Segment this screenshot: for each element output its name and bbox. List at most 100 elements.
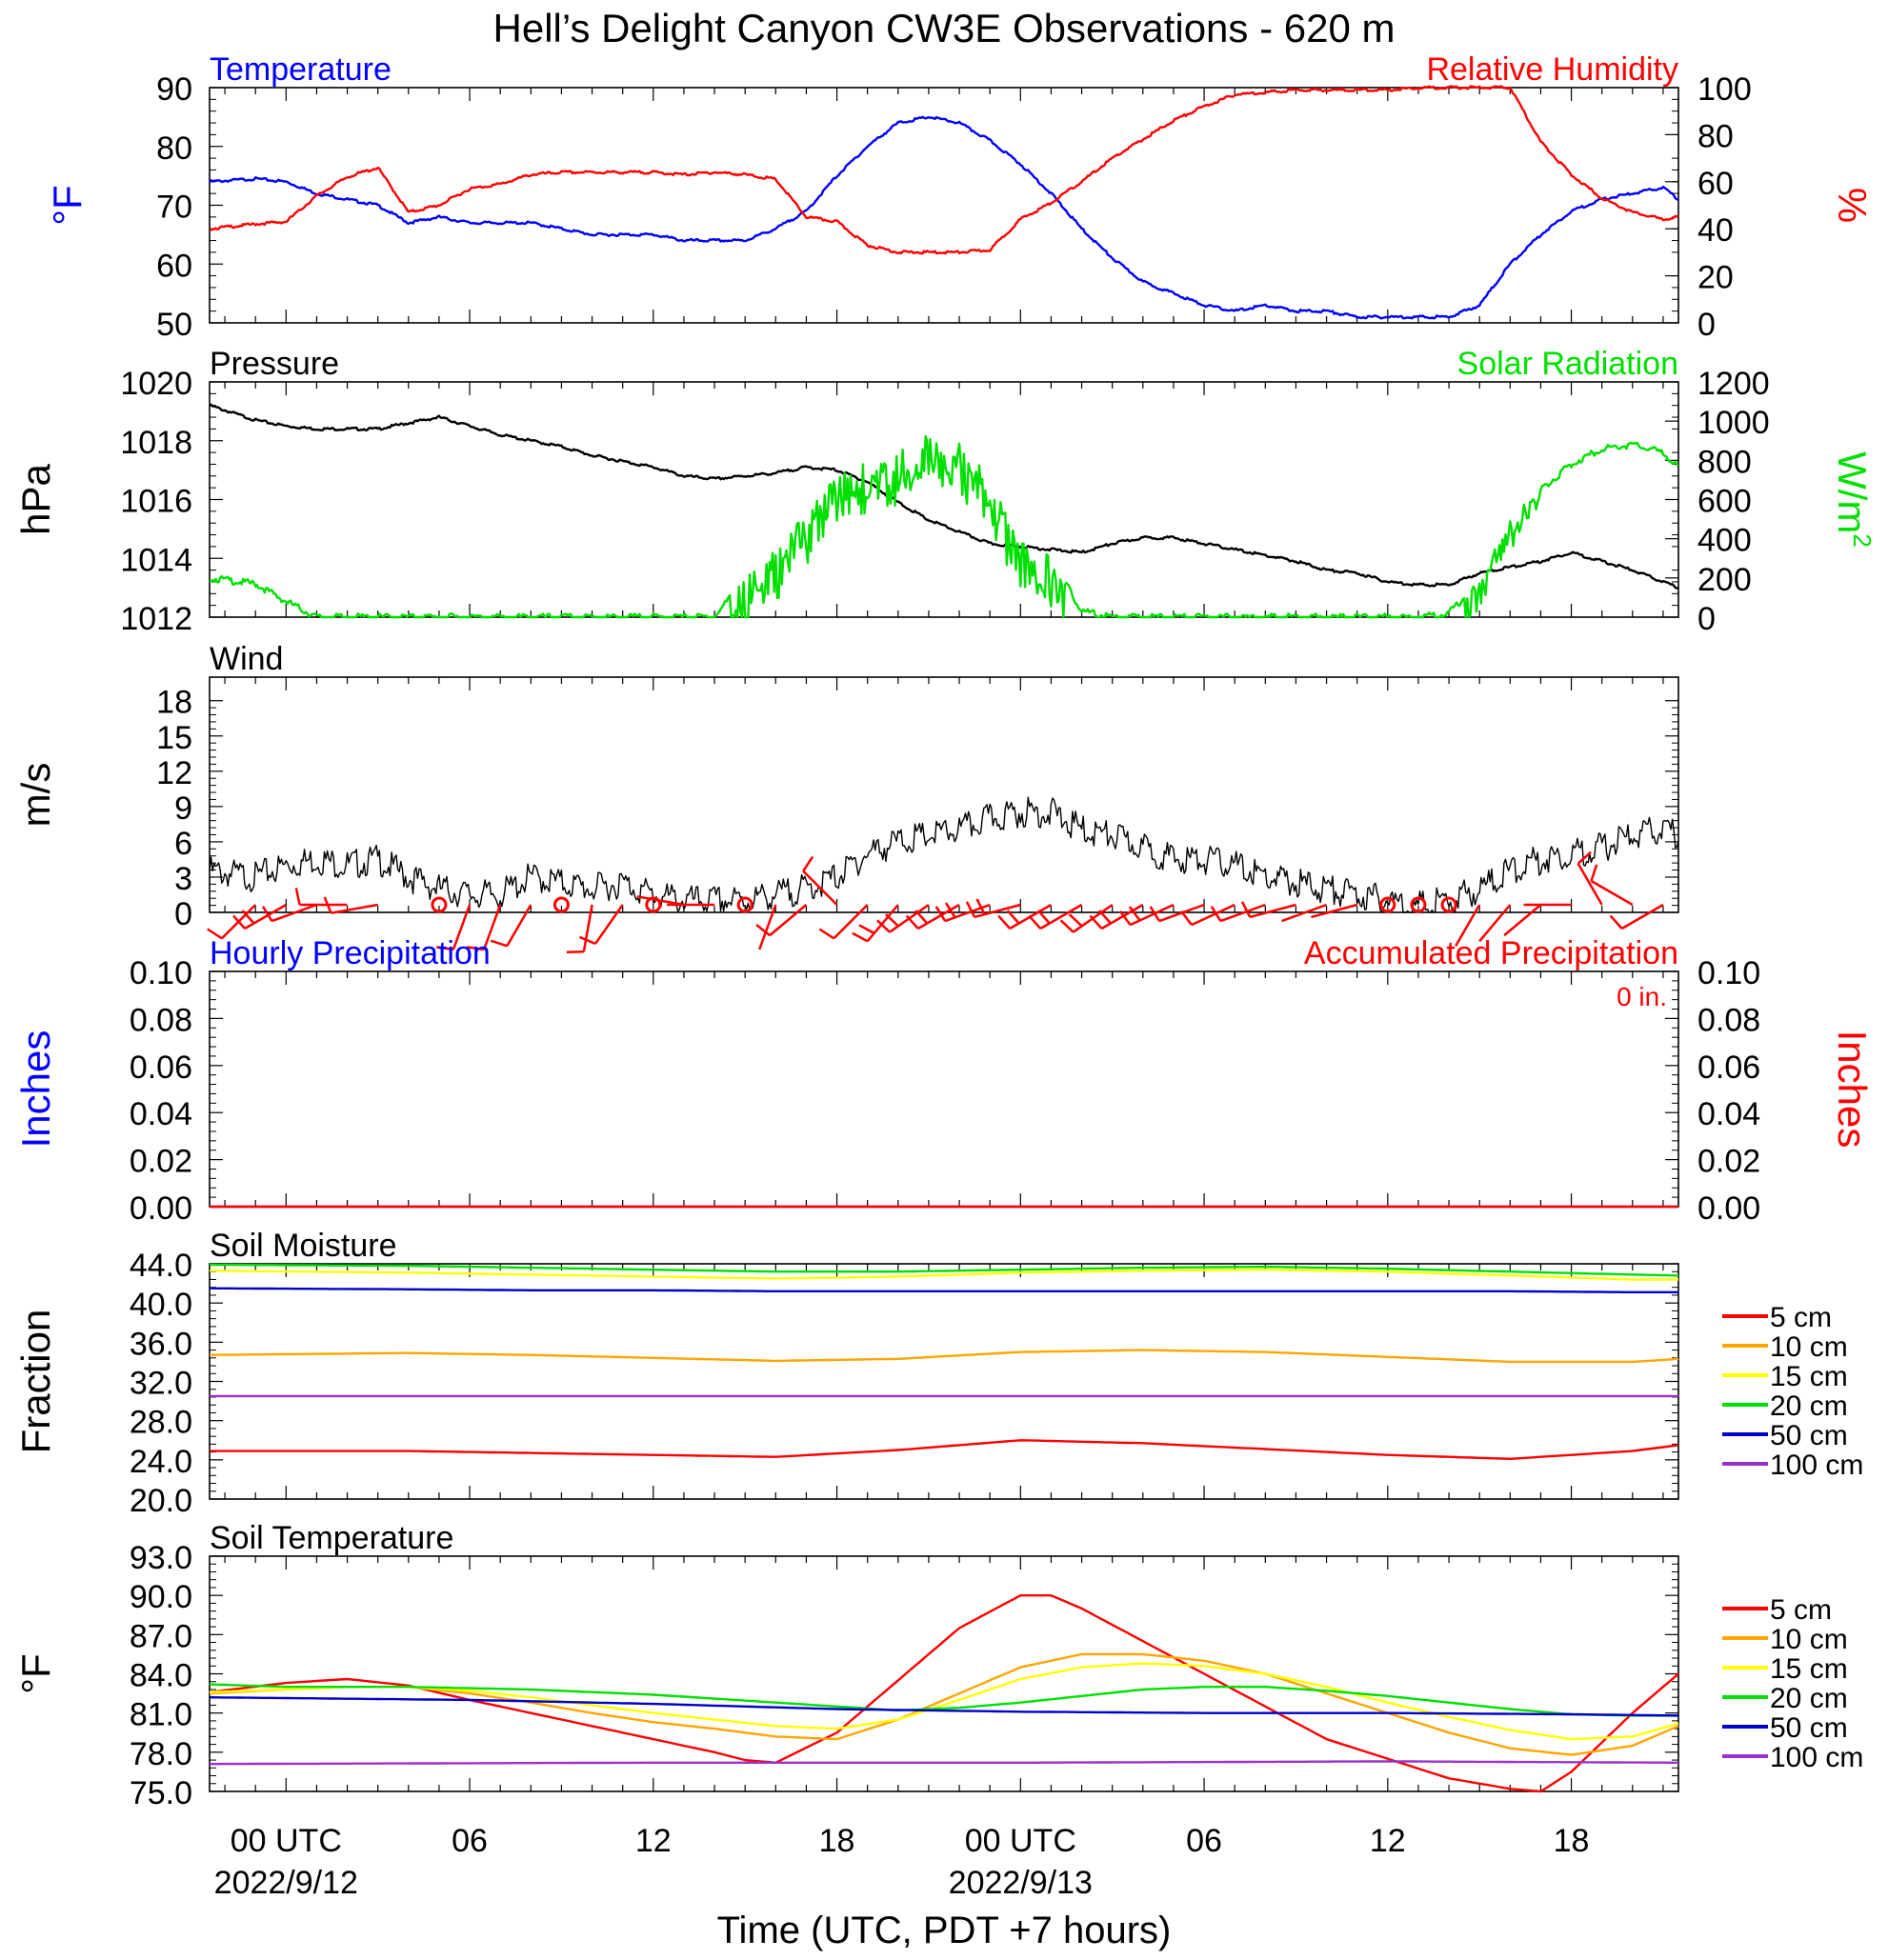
y-right-tick-label: 0.04 — [1697, 1096, 1760, 1132]
legend-label: 10 cm — [1770, 1331, 1848, 1363]
series-line-pressure — [209, 403, 1678, 590]
y-right-tick-label: 0.10 — [1697, 955, 1760, 991]
wind-barb-feather — [1128, 906, 1141, 922]
y-tick-label: 36.0 — [130, 1326, 192, 1362]
wind-barb-feather — [232, 914, 246, 930]
wind-barb-feather — [578, 935, 596, 946]
y-tick-label: 6 — [174, 826, 192, 862]
wind-barb — [769, 904, 808, 937]
series-line-50-cm — [209, 1287, 1678, 1293]
wind-barb-feather — [1118, 910, 1132, 926]
wind-barb-feather — [905, 914, 919, 930]
plot-frame — [209, 970, 1679, 1208]
wind-barb — [974, 903, 1021, 919]
y-tick-label: 18 — [156, 685, 192, 721]
y-tick-label: 15 — [156, 720, 192, 756]
x-tick-label: 06 — [452, 1823, 488, 1859]
plot-frame — [209, 676, 1679, 913]
wind-barb — [1100, 903, 1144, 930]
y-tick-label: 24.0 — [130, 1444, 192, 1480]
legend-label: 50 cm — [1770, 1712, 1848, 1744]
y-right-tick-label: 1200 — [1697, 366, 1770, 402]
wind-barb — [593, 904, 624, 945]
wind-barb — [1249, 903, 1296, 919]
calm-wind-marker — [736, 896, 753, 913]
y-tick-label: 0.04 — [130, 1096, 192, 1132]
series-line-15-cm — [209, 1662, 1679, 1741]
y-tick-label: 90 — [156, 71, 192, 108]
wind-barb — [636, 895, 685, 907]
wind-barb — [802, 870, 838, 906]
legend-label: 20 cm — [1770, 1390, 1848, 1422]
calm-wind-marker — [1440, 896, 1457, 913]
wind-barb-feather — [261, 906, 273, 922]
y-right-tick-label: 0 — [1697, 307, 1716, 343]
y-right-tick-label: 40 — [1697, 212, 1734, 249]
y-tick-label: 1014 — [120, 542, 192, 578]
y-tick-label: 0.02 — [130, 1144, 192, 1180]
y-right-tick-label: 0.08 — [1697, 1002, 1760, 1038]
wind-barb-feather — [566, 950, 584, 954]
y-axis-label: Fraction — [13, 1310, 58, 1454]
wind-barb-feather — [876, 919, 891, 933]
wind-barb — [1039, 903, 1083, 930]
wind-barb — [1577, 863, 1603, 906]
y-right-tick-label: 400 — [1697, 523, 1752, 559]
x-tick-label: 18 — [819, 1823, 855, 1859]
y-right-tick-label: 80 — [1697, 118, 1734, 154]
y-right-tick-label: 0 — [1697, 601, 1716, 637]
y-tick-label: 1020 — [120, 366, 192, 402]
figure-title: Hell’s Delight Canyon CW3E Observations … — [493, 6, 1396, 50]
series-line-wind — [209, 796, 1679, 913]
y-tick-label: 93.0 — [130, 1540, 192, 1576]
panel-title-left: Soil Moisture — [210, 1228, 397, 1264]
y-tick-label: 0.08 — [130, 1002, 192, 1038]
legend-label: 5 cm — [1770, 1302, 1832, 1333]
x-tick-label: 12 — [1370, 1823, 1406, 1859]
y-tick-label: 3 — [174, 861, 192, 897]
series-line-relative-humidity — [209, 85, 1679, 255]
wind-barb-feather — [207, 928, 223, 940]
wind-barb — [1455, 904, 1481, 947]
x-tick-label: 18 — [1554, 1823, 1590, 1859]
wind-barb — [1311, 903, 1358, 919]
wind-barb-feather — [1240, 901, 1252, 918]
panel-soil_temp: 75.078.081.084.0 87.090.093.0 Soil Tempera… — [13, 1520, 1863, 1811]
y-tick-label: 12 — [156, 755, 192, 791]
y-tick-label: 20.0 — [130, 1483, 192, 1519]
wind-barb-feather — [1609, 914, 1623, 930]
y-tick-label: 50 — [156, 307, 192, 343]
y-right-tick-label: 0.06 — [1697, 1050, 1760, 1086]
time-axis: 00 UTC 2022/9/12 06 12 18 00 UTC 2022/9/13 06 12… — [214, 1823, 1590, 1901]
legend-label: 100 cm — [1770, 1742, 1863, 1773]
x-tick-date: 2022/9/13 — [949, 1865, 1093, 1901]
wind-barb — [1281, 903, 1327, 923]
panel-title-left: Pressure — [210, 346, 339, 382]
wind-barb — [1219, 903, 1266, 923]
y-tick-label: 1018 — [120, 425, 192, 461]
y-right-tick-label: 20 — [1697, 260, 1734, 296]
wind-barb-feather — [1577, 850, 1592, 865]
series-line-5-cm — [210, 1439, 1679, 1460]
y-axis-label-right: Inches — [1830, 1030, 1875, 1149]
x-tick-label: 00 UTC — [231, 1823, 342, 1859]
panel-title-right: Solar Radiation — [1457, 346, 1678, 382]
wind-barb — [452, 904, 472, 950]
x-axis-label: Time (UTC, PDT +7 hours) — [717, 1910, 1172, 1951]
y-right-tick-label: 600 — [1697, 484, 1752, 520]
wind-barb — [1191, 903, 1235, 927]
wind-barb-feather — [945, 902, 956, 918]
wind-barb — [917, 903, 960, 930]
panel-title-right: Relative Humidity — [1426, 51, 1678, 88]
wind-barb — [833, 904, 869, 940]
y-tick-label: 84.0 — [130, 1658, 192, 1694]
series-line-50-cm — [209, 1696, 1679, 1717]
calm-wind-marker — [645, 896, 662, 913]
legend-label: 5 cm — [1770, 1594, 1832, 1626]
y-tick-label: 87.0 — [130, 1618, 192, 1654]
y-tick-label: 28.0 — [130, 1405, 192, 1441]
wind-barb-feather — [755, 924, 771, 937]
wind-barb-feather — [490, 939, 508, 948]
y-tick-label: 0.10 — [130, 955, 192, 991]
